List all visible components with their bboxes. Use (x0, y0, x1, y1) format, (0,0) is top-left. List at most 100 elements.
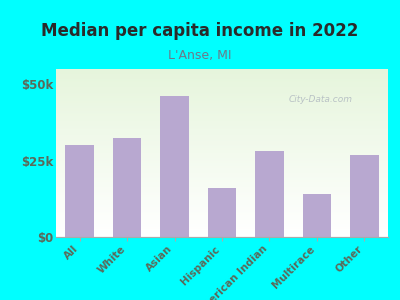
Bar (56, 69, 388, 71)
Bar (56, 113, 388, 114)
Bar (56, 94, 388, 96)
Bar (56, 92, 388, 94)
Bar (56, 197, 388, 198)
Bar (56, 214, 388, 215)
Bar (160, 97, 189, 237)
Bar (56, 77, 388, 79)
Bar (56, 124, 388, 126)
Bar (56, 208, 388, 210)
Bar (56, 81, 388, 82)
Bar (66, 146, 94, 237)
Bar (56, 215, 388, 217)
Bar (56, 227, 388, 229)
Bar (56, 114, 388, 116)
Bar (56, 175, 388, 176)
Bar (350, 154, 378, 237)
Bar (56, 180, 388, 182)
Bar (56, 126, 388, 128)
Bar (56, 170, 388, 172)
Bar (56, 96, 388, 98)
Bar (56, 98, 388, 99)
Bar (56, 188, 388, 190)
Bar (56, 74, 388, 76)
Bar (56, 202, 388, 203)
Bar (56, 232, 388, 234)
Bar (56, 131, 388, 133)
Bar (56, 143, 388, 145)
Bar (56, 145, 388, 146)
Bar (56, 123, 388, 124)
Bar (56, 138, 388, 140)
Bar (56, 229, 388, 230)
Bar (56, 134, 388, 136)
Bar (56, 72, 388, 74)
Text: City-Data.com: City-Data.com (288, 95, 352, 104)
Text: L'Anse, MI: L'Anse, MI (168, 49, 232, 62)
Bar (56, 109, 388, 111)
Bar (56, 172, 388, 173)
Bar (56, 198, 388, 200)
Bar (56, 160, 388, 161)
Bar (56, 133, 388, 134)
Bar (56, 156, 388, 158)
Bar (56, 151, 388, 153)
Bar (56, 218, 388, 220)
Bar (56, 234, 388, 235)
Bar (56, 182, 388, 183)
Bar (56, 141, 388, 143)
Bar (56, 82, 388, 84)
Bar (56, 104, 388, 106)
Bar (56, 225, 388, 227)
Bar (56, 163, 388, 165)
Bar (56, 108, 388, 109)
Bar (56, 167, 388, 168)
Bar (56, 148, 388, 150)
Bar (56, 178, 388, 180)
Bar (56, 185, 388, 187)
Bar (56, 150, 388, 151)
Bar (56, 89, 388, 91)
Bar (56, 193, 388, 195)
Bar (113, 138, 141, 237)
Bar (56, 176, 388, 178)
Bar (56, 190, 388, 192)
Bar (56, 187, 388, 188)
Bar (208, 188, 236, 237)
Bar (56, 230, 388, 232)
Bar (56, 128, 388, 130)
Bar (56, 210, 388, 212)
Bar (56, 146, 388, 148)
Bar (56, 106, 388, 108)
Bar (56, 130, 388, 131)
Bar (56, 200, 388, 202)
Bar (56, 76, 388, 77)
Bar (56, 84, 388, 86)
Bar (56, 99, 388, 101)
Bar (56, 101, 388, 103)
Bar (56, 224, 388, 225)
Bar (56, 111, 388, 113)
Bar (56, 161, 388, 163)
Bar (56, 140, 388, 141)
Bar (56, 212, 388, 214)
Bar (56, 168, 388, 170)
Bar (56, 86, 388, 88)
Bar (56, 121, 388, 123)
Bar (56, 91, 388, 92)
Bar (255, 152, 284, 237)
Text: Median per capita income in 2022: Median per capita income in 2022 (41, 22, 359, 40)
Bar (56, 235, 388, 237)
Bar (56, 136, 388, 138)
Bar (56, 205, 388, 207)
Bar (56, 173, 388, 175)
Bar (56, 88, 388, 89)
Bar (56, 195, 388, 197)
Bar (56, 118, 388, 119)
Bar (56, 103, 388, 104)
Bar (56, 220, 388, 222)
Bar (56, 165, 388, 167)
Bar (56, 203, 388, 205)
Bar (56, 153, 388, 155)
Bar (56, 158, 388, 160)
Bar (56, 217, 388, 218)
